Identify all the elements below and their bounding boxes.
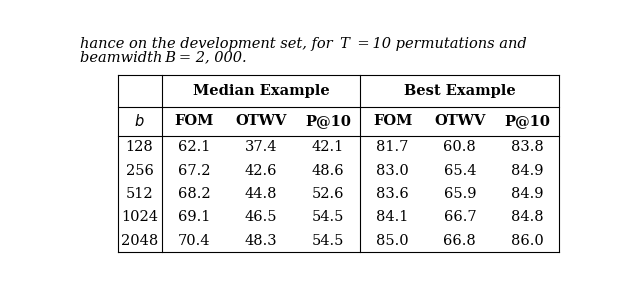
Text: 42.6: 42.6	[244, 163, 277, 178]
Text: OTWV: OTWV	[434, 114, 486, 128]
Text: $b$: $b$	[134, 113, 145, 129]
Text: 46.5: 46.5	[244, 210, 277, 224]
Text: 54.5: 54.5	[312, 234, 344, 248]
Text: 66.7: 66.7	[444, 210, 476, 224]
Text: 70.4: 70.4	[178, 234, 210, 248]
Text: beamwidth B = 2, 000.: beamwidth B = 2, 000.	[79, 50, 246, 64]
Text: 65.9: 65.9	[444, 187, 476, 201]
Text: 66.8: 66.8	[444, 234, 476, 248]
Text: FOM: FOM	[174, 114, 214, 128]
Text: 67.2: 67.2	[178, 163, 210, 178]
Text: 65.4: 65.4	[444, 163, 476, 178]
Text: 52.6: 52.6	[312, 187, 345, 201]
Text: 48.3: 48.3	[244, 234, 277, 248]
Text: OTWV: OTWV	[235, 114, 287, 128]
Text: 83.0: 83.0	[376, 163, 409, 178]
Text: 81.7: 81.7	[377, 140, 409, 154]
Text: 37.4: 37.4	[244, 140, 277, 154]
Text: 54.5: 54.5	[312, 210, 344, 224]
Text: 256: 256	[125, 163, 154, 178]
Text: 85.0: 85.0	[376, 234, 409, 248]
Text: P@10: P@10	[305, 114, 351, 128]
Text: 83.6: 83.6	[376, 187, 409, 201]
Text: 68.2: 68.2	[178, 187, 210, 201]
Text: hance on the development set, for  T  = 10 permutations and: hance on the development set, for T = 10…	[79, 37, 526, 51]
Text: Median Example: Median Example	[193, 84, 329, 98]
Text: 83.8: 83.8	[510, 140, 543, 154]
Text: 60.8: 60.8	[444, 140, 476, 154]
Text: 512: 512	[126, 187, 153, 201]
Text: 2048: 2048	[121, 234, 158, 248]
Text: 86.0: 86.0	[510, 234, 543, 248]
Text: P@10: P@10	[504, 114, 550, 128]
Text: 84.8: 84.8	[511, 210, 543, 224]
Text: 42.1: 42.1	[312, 140, 344, 154]
Text: 128: 128	[125, 140, 153, 154]
Text: 62.1: 62.1	[178, 140, 210, 154]
Text: 84.1: 84.1	[377, 210, 409, 224]
Text: 44.8: 44.8	[244, 187, 277, 201]
Text: Best Example: Best Example	[404, 84, 516, 98]
Text: 48.6: 48.6	[312, 163, 345, 178]
Text: FOM: FOM	[373, 114, 413, 128]
Text: 84.9: 84.9	[511, 163, 543, 178]
Text: 1024: 1024	[121, 210, 158, 224]
Text: 84.9: 84.9	[511, 187, 543, 201]
Text: 69.1: 69.1	[178, 210, 210, 224]
